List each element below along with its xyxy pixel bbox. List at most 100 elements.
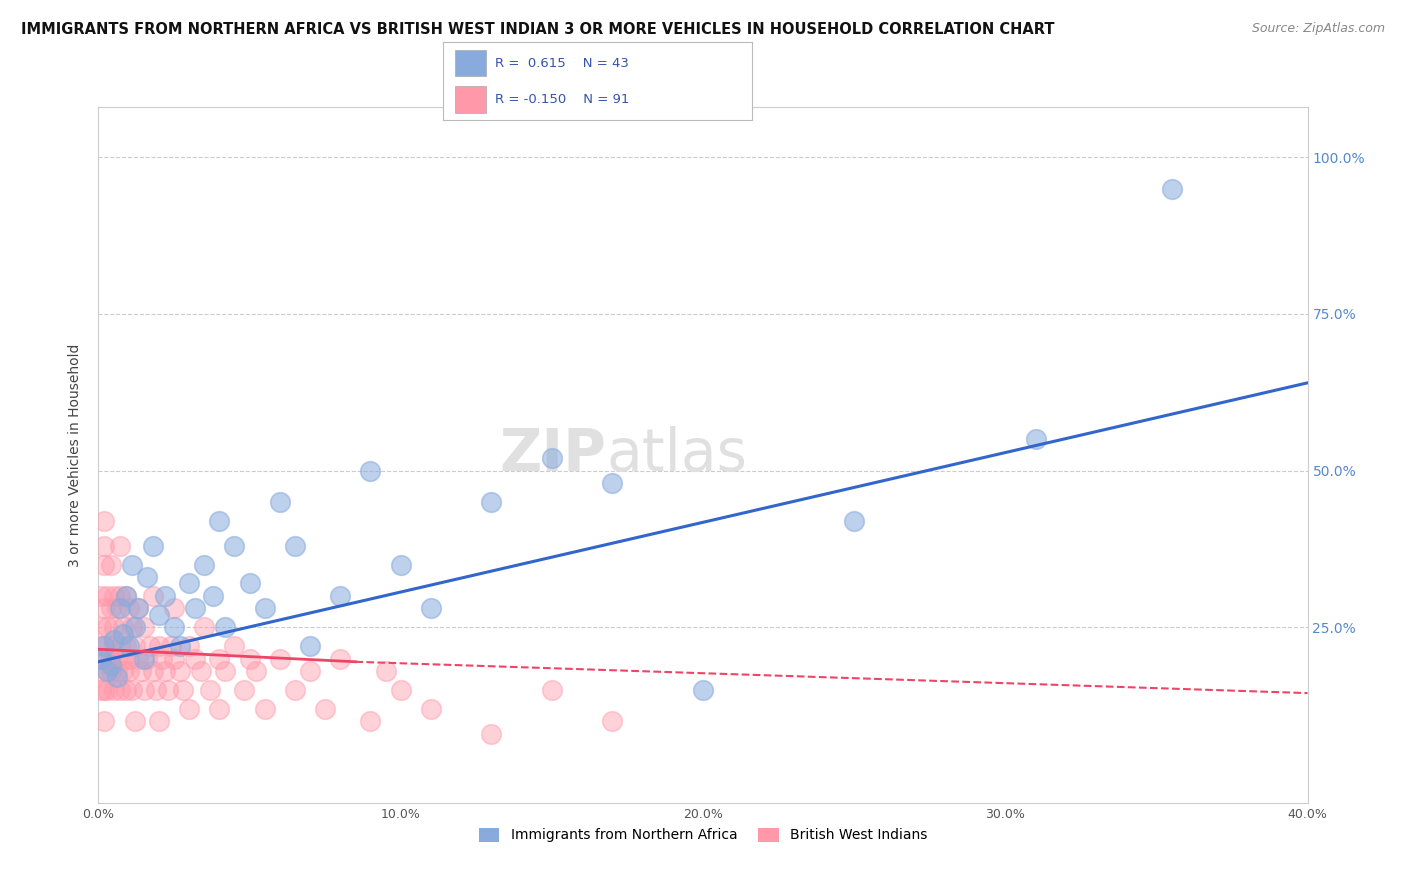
Point [105, 601, 128, 615]
Point [108, 601, 131, 615]
Point [179, 702, 201, 716]
Point [93, 651, 115, 665]
Point [190, 664, 212, 678]
Point [93, 514, 115, 528]
Point [148, 714, 170, 729]
Point [142, 589, 165, 603]
Text: Source: ZipAtlas.com: Source: ZipAtlas.com [1251, 22, 1385, 36]
Point [253, 702, 276, 716]
Point [245, 664, 267, 678]
Point [269, 495, 291, 509]
Point [93, 539, 115, 553]
Point [540, 451, 562, 466]
Point [93, 558, 115, 572]
Point [481, 495, 503, 509]
Point [118, 651, 141, 665]
Point [1160, 181, 1182, 195]
Point [100, 651, 122, 665]
Point [118, 664, 141, 678]
Point [111, 626, 134, 640]
Point [269, 651, 291, 665]
Point [163, 620, 186, 634]
Point [114, 589, 136, 603]
Y-axis label: 3 or more Vehicles in Household: 3 or more Vehicles in Household [69, 343, 83, 566]
Point [179, 639, 201, 653]
Point [121, 558, 143, 572]
Point [108, 683, 131, 698]
Point [163, 651, 186, 665]
Point [374, 664, 396, 678]
Point [844, 514, 866, 528]
Point [103, 683, 125, 698]
Point [202, 589, 225, 603]
Bar [456, 50, 486, 77]
Point [90, 683, 112, 698]
Point [111, 620, 134, 634]
Point [145, 683, 167, 698]
Point [108, 539, 131, 553]
Point [103, 632, 125, 647]
Point [148, 607, 170, 622]
Point [156, 683, 179, 698]
Point [420, 702, 443, 716]
Point [389, 683, 412, 698]
Point [90, 620, 112, 634]
Point [124, 639, 146, 653]
Point [208, 651, 231, 665]
Point [90, 589, 112, 603]
Point [103, 620, 125, 634]
Point [124, 714, 146, 729]
Point [139, 639, 162, 653]
Point [111, 651, 134, 665]
Point [160, 639, 183, 653]
Point [135, 570, 157, 584]
Point [127, 601, 149, 615]
Point [100, 601, 122, 615]
Point [111, 664, 134, 678]
Point [153, 664, 176, 678]
Point [602, 476, 624, 491]
Point [214, 620, 236, 634]
Point [169, 664, 191, 678]
Point [169, 639, 191, 653]
Point [329, 589, 352, 603]
Point [114, 589, 136, 603]
Point [127, 651, 149, 665]
Point [142, 664, 165, 678]
Point [96, 620, 118, 634]
Point [232, 683, 254, 698]
Point [121, 683, 143, 698]
Bar [456, 86, 486, 112]
Point [314, 702, 336, 716]
Point [239, 651, 262, 665]
Point [153, 589, 176, 603]
Point [299, 664, 322, 678]
Point [224, 539, 246, 553]
Point [481, 727, 503, 741]
Point [208, 514, 231, 528]
Legend: Immigrants from Northern Africa, British West Indians: Immigrants from Northern Africa, British… [472, 822, 934, 848]
Point [96, 664, 118, 678]
Point [224, 639, 246, 653]
Point [93, 714, 115, 729]
Point [200, 683, 222, 698]
Point [193, 620, 215, 634]
Point [193, 558, 215, 572]
Text: atlas: atlas [606, 426, 747, 483]
Point [163, 601, 186, 615]
Point [214, 664, 236, 678]
Point [132, 620, 155, 634]
Point [105, 670, 128, 684]
Point [93, 601, 115, 615]
Point [118, 639, 141, 653]
Point [96, 664, 118, 678]
Point [90, 639, 112, 653]
Point [692, 683, 714, 698]
Point [299, 639, 322, 653]
Point [208, 702, 231, 716]
Point [540, 683, 562, 698]
Point [253, 601, 276, 615]
Point [90, 651, 112, 665]
Point [105, 651, 128, 665]
Point [184, 601, 207, 615]
